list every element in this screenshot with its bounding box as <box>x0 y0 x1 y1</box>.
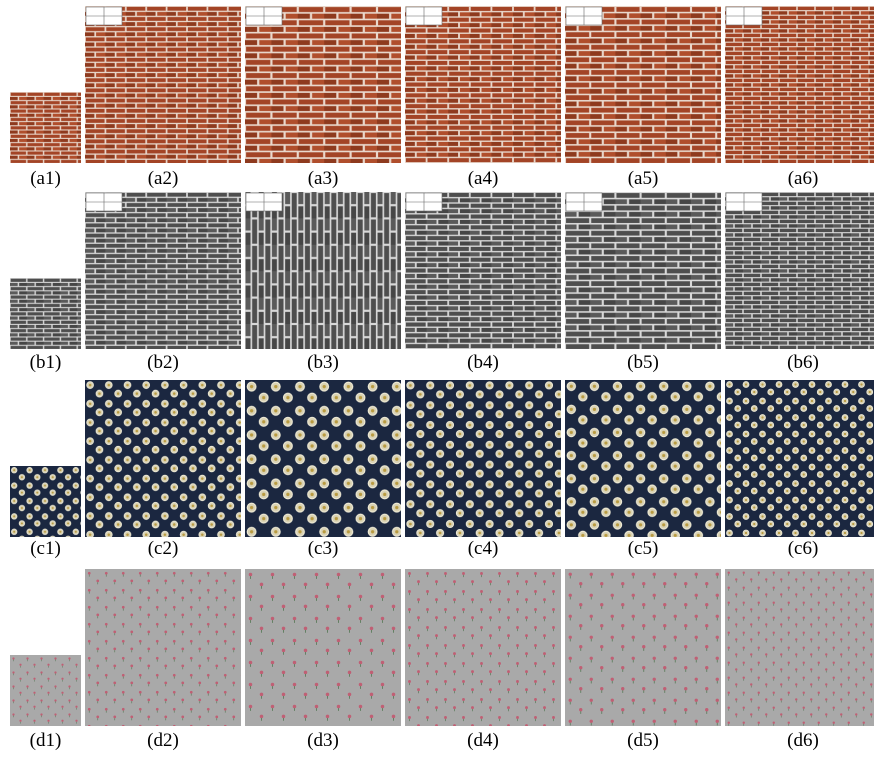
texture-image <box>245 6 401 163</box>
texture-image <box>565 6 721 163</box>
texture-image <box>565 380 721 537</box>
panel-label: (d4) <box>467 730 499 751</box>
panel-label: (b2) <box>147 352 179 373</box>
panel-label: (c6) <box>788 538 819 559</box>
texture-image <box>245 192 401 349</box>
panel-label: (d6) <box>787 730 819 751</box>
texture-image <box>85 569 241 726</box>
panel-label: (a2) <box>148 168 179 189</box>
panel-label: (d3) <box>307 730 339 751</box>
panel-label: (c5) <box>628 538 659 559</box>
texture-image <box>565 192 721 349</box>
texture-image <box>245 380 401 537</box>
texture-image <box>10 655 81 726</box>
figure: (a1) (a2) (a3) (a4) (a5) (a6) (b1) (b2) (b3) (b4)… <box>0 0 874 758</box>
panel-label: (c1) <box>30 538 61 559</box>
panel-label: (a6) <box>788 168 819 189</box>
panel-label: (b1) <box>30 352 62 373</box>
panel-label: (c2) <box>148 538 179 559</box>
texture-image <box>405 569 561 726</box>
panel-label: (a3) <box>308 168 339 189</box>
panel-label: (b5) <box>627 352 659 373</box>
texture-image <box>405 6 561 163</box>
panel-label: (c4) <box>468 538 499 559</box>
texture-image <box>10 466 81 537</box>
panel-label: (a4) <box>468 168 499 189</box>
panel-label: (a1) <box>30 168 61 189</box>
texture-image <box>85 6 241 163</box>
panel-label: (d5) <box>627 730 659 751</box>
panel-label: (d1) <box>30 730 62 751</box>
panel-label: (b4) <box>467 352 499 373</box>
texture-image <box>85 380 241 537</box>
panel-label: (a5) <box>628 168 659 189</box>
texture-image <box>725 569 874 726</box>
texture-image <box>405 380 561 537</box>
texture-image <box>405 192 561 349</box>
panel-label: (c3) <box>308 538 339 559</box>
panel-label: (b3) <box>307 352 339 373</box>
texture-image <box>10 92 81 163</box>
texture-image <box>725 192 874 349</box>
texture-image <box>10 278 81 349</box>
panel-label: (b6) <box>787 352 819 373</box>
panel-label: (d2) <box>147 730 179 751</box>
texture-image <box>245 569 401 726</box>
figure-grid: (a1) (a2) (a3) (a4) (a5) (a6) (b1) (b2) (b3) (b4)… <box>10 6 874 751</box>
texture-image <box>725 6 874 163</box>
texture-image <box>565 569 721 726</box>
texture-image <box>85 192 241 349</box>
texture-image <box>725 380 874 537</box>
